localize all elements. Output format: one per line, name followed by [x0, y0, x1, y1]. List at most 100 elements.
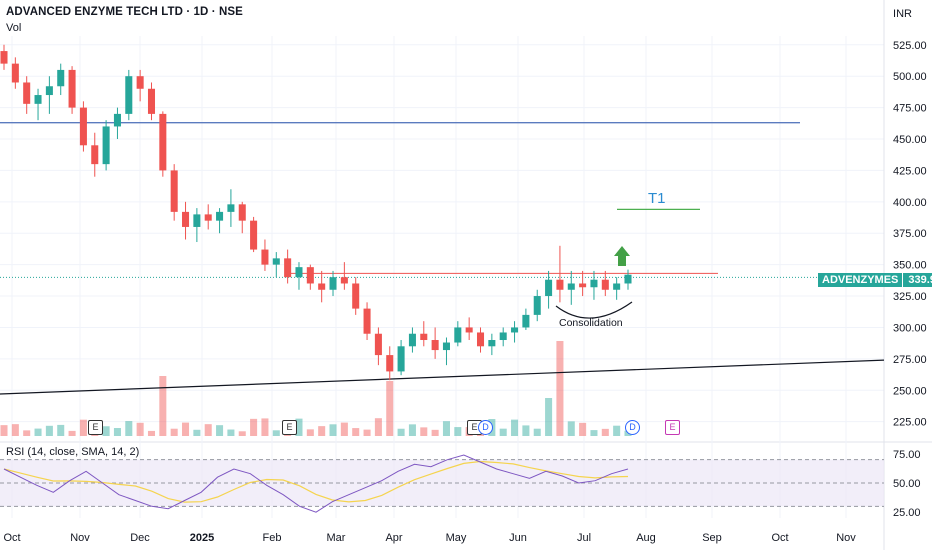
- price-tick-label: 500.00: [893, 71, 927, 83]
- candle-body: [0, 51, 8, 64]
- volume-bar: [227, 429, 235, 436]
- candle-body: [613, 283, 621, 290]
- volume-bar: [442, 421, 450, 436]
- price-levels: [0, 122, 885, 395]
- volume-bar: [579, 422, 587, 436]
- volume-bar: [136, 422, 144, 436]
- last-price-value: 339.90: [902, 273, 932, 287]
- rsi-line: [3, 454, 629, 513]
- candle-body: [545, 279, 553, 297]
- candle-body: [102, 126, 110, 165]
- candle-body: [431, 340, 439, 351]
- volume-bar: [556, 341, 564, 436]
- time-tick-label: 2025: [190, 532, 214, 544]
- volume-label: Vol: [6, 22, 22, 34]
- currency-label: INR: [893, 8, 912, 20]
- candle-body: [261, 249, 269, 265]
- candle-body: [34, 95, 42, 104]
- time-tick-label: Oct: [3, 532, 20, 544]
- candlesticks: [0, 44, 632, 381]
- earnings-marker[interactable]: E: [88, 420, 103, 435]
- time-tick-label: Mar: [327, 532, 346, 544]
- symbol-label: ADVENZYMES: [818, 273, 903, 287]
- volume-bar: [182, 422, 190, 436]
- candle-body: [11, 63, 19, 83]
- price-tick-label: 425.00: [893, 165, 927, 177]
- volume-bar: [386, 381, 394, 436]
- trendline: [0, 359, 885, 395]
- candle-body: [579, 283, 587, 288]
- volume-bar: [352, 428, 360, 436]
- volume-bar: [601, 428, 609, 436]
- volume-bar: [216, 425, 224, 436]
- candle-body: [374, 333, 382, 356]
- rsi-ma-line: [3, 460, 629, 503]
- candle-body: [113, 113, 121, 127]
- candle-body: [136, 76, 144, 89]
- chart-title: ADVANCED ENZYME TECH LTD · 1D · NSE: [6, 6, 243, 18]
- candle-body: [420, 333, 428, 341]
- price-tick-label: 375.00: [893, 228, 927, 240]
- volume-bar: [125, 421, 133, 436]
- volume-bar: [45, 425, 53, 436]
- candle-body: [590, 279, 598, 288]
- earnings-marker[interactable]: E: [282, 420, 297, 435]
- volume-bar: [11, 424, 19, 436]
- volume-bar: [102, 426, 110, 436]
- time-tick-label: Aug: [636, 532, 656, 544]
- time-axis: Oct Nov Dec 2025 Feb Mar Apr May Jun Jul Aug Sep Oct…: [3, 532, 856, 544]
- volume-bar: [522, 425, 530, 436]
- volume-bar: [193, 429, 201, 436]
- dividend-marker[interactable]: D: [625, 420, 640, 435]
- time-tick-label: Jul: [577, 532, 591, 544]
- price-tick-label: 475.00: [893, 103, 927, 115]
- candle-body: [386, 355, 394, 372]
- time-tick-label: May: [446, 532, 467, 544]
- volume-bar: [57, 424, 65, 436]
- last-price-tag: ADVENZYMES 339.90: [818, 273, 932, 287]
- volume-bar: [329, 424, 337, 436]
- time-tick-label: Nov: [836, 532, 856, 544]
- rsi-tick-label: 25.00: [893, 507, 921, 519]
- volume-bar: [454, 427, 462, 436]
- price-tick-label: 250.00: [893, 385, 927, 397]
- candle-body: [624, 274, 632, 284]
- volume-bar: [511, 419, 519, 436]
- candle-body: [397, 346, 405, 372]
- volume-bar: [420, 427, 428, 436]
- candle-body: [340, 277, 348, 284]
- time-tick-label: Dec: [130, 532, 150, 544]
- candle-body: [442, 342, 450, 351]
- price-tick-label: 350.00: [893, 260, 927, 272]
- candle-body: [601, 279, 609, 290]
- candle-body: [533, 296, 541, 315]
- candle-body: [488, 340, 496, 347]
- consolidation-label: Consolidation: [559, 317, 623, 329]
- volume-bar: [170, 428, 178, 436]
- time-tick-label: Feb: [263, 532, 282, 544]
- candle-body: [567, 283, 575, 290]
- rsi-tick-label: 75.00: [893, 449, 921, 461]
- candle-body: [227, 204, 235, 212]
- rsi-axis: 25.00 50.00 75.00: [893, 449, 921, 519]
- price-axis: 225.00 250.00 275.00 300.00 325.00 350.00 375.…: [893, 40, 927, 429]
- candle-body: [193, 214, 201, 227]
- volume-bar: [147, 430, 156, 436]
- dividend-marker[interactable]: D: [478, 420, 493, 435]
- price-tick-label: 525.00: [893, 40, 927, 52]
- price-tick-label: 275.00: [893, 354, 927, 366]
- candle-body: [454, 327, 462, 343]
- candle-body: [522, 314, 530, 328]
- candle-body: [465, 327, 473, 333]
- earnings-upcoming-marker[interactable]: E: [665, 420, 680, 435]
- time-tick-label: Nov: [70, 532, 90, 544]
- price-tick-label: 400.00: [893, 197, 927, 209]
- candle-body: [216, 211, 224, 221]
- volume-bar: [238, 431, 246, 436]
- candle-body: [511, 327, 519, 333]
- candle-body: [476, 332, 485, 347]
- volume-bar: [34, 428, 42, 436]
- volume-bar: [23, 430, 31, 436]
- volume-bar: [533, 428, 541, 436]
